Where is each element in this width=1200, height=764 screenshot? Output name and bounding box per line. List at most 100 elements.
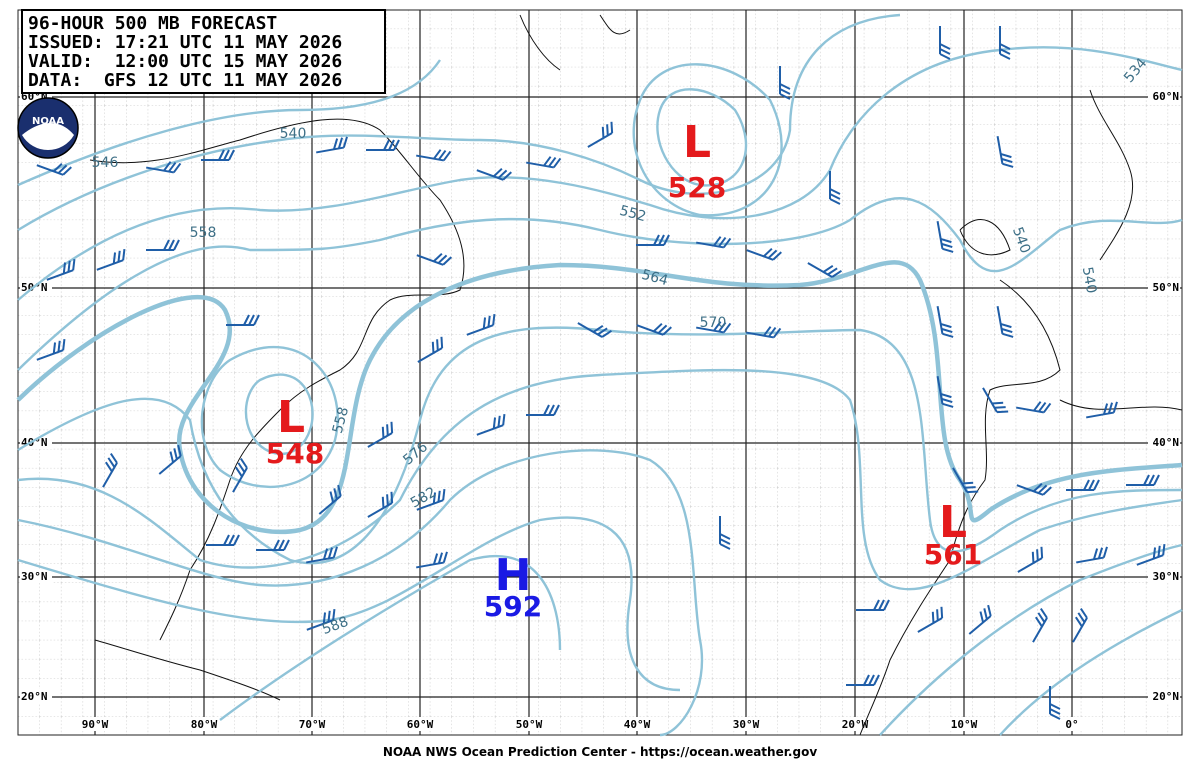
barb-feather: [1153, 474, 1160, 486]
barb-feather: [991, 401, 1004, 405]
barb-feather: [433, 252, 443, 263]
barb-feather: [67, 260, 71, 273]
barb-feather: [112, 252, 117, 264]
barb-feather: [878, 599, 885, 611]
wind-barb: [1126, 474, 1160, 486]
header-line: 96-HOUR 500 MB FORECAST: [28, 13, 277, 34]
wind-barb: [636, 322, 672, 336]
wind-barb: [526, 156, 562, 169]
latitude-label: 20°N: [1153, 690, 1180, 703]
wind-barb: [318, 484, 342, 515]
barb-feather: [329, 491, 335, 503]
barb-feather: [543, 404, 550, 416]
barb-feather: [1075, 616, 1083, 628]
barb-feather: [223, 149, 230, 161]
wind-barb: [476, 167, 512, 181]
barb-feather: [442, 488, 446, 501]
barb-feather: [1037, 612, 1046, 623]
barb-feather: [1040, 607, 1048, 619]
wind-barb: [316, 136, 348, 154]
barb-feather: [62, 262, 67, 274]
barb-feather: [173, 239, 180, 251]
barb-feather: [105, 461, 113, 473]
barb-feather: [592, 325, 604, 333]
barb-feather: [1143, 474, 1150, 486]
barb-feather: [1080, 607, 1088, 619]
longitude-label: 50°W: [516, 718, 543, 731]
longitude-label: 40°W: [624, 718, 651, 731]
barb-feather: [768, 326, 777, 338]
barb-feather: [987, 604, 992, 617]
wind-barb: [1016, 401, 1052, 414]
wind-barb: [206, 534, 240, 546]
barb-feather: [122, 248, 126, 261]
latitude-label: 20°N: [21, 690, 48, 703]
pressure-centers: L 528 L 548 L 561 H 592: [266, 117, 982, 623]
barb-feather: [772, 327, 782, 339]
barb-feather: [442, 551, 448, 563]
barb-feather: [322, 612, 327, 624]
wind-barb: [936, 306, 954, 338]
longitude-label: 10°W: [951, 718, 978, 731]
barb-feather: [941, 327, 953, 334]
wind-barb: [146, 161, 182, 174]
longitude-label: 0°: [1065, 718, 1078, 731]
barb-feather: [863, 674, 870, 686]
wind-barb: [102, 452, 118, 488]
contour-label: 552: [618, 203, 648, 225]
wind-barb: [856, 599, 890, 611]
barb-feather: [1035, 616, 1043, 628]
barb-feather: [779, 93, 791, 100]
barb-feather: [393, 139, 400, 151]
barb-feather: [763, 247, 773, 258]
barb-feather: [383, 139, 390, 151]
barb-feather: [283, 539, 290, 551]
wind-barb: [416, 551, 448, 569]
label-bg: [729, 717, 763, 731]
longitude-label: 30°W: [733, 718, 760, 731]
label-bg: [1148, 689, 1180, 703]
label-bg: [187, 717, 221, 731]
longitude-label: 60°W: [407, 718, 434, 731]
barb-feather: [961, 481, 974, 485]
barb-feather: [237, 462, 246, 473]
barb-feather: [939, 53, 951, 60]
barb-feather: [327, 547, 334, 559]
barb-feather: [248, 314, 255, 326]
wind-barb: [256, 539, 290, 551]
barb-feather: [228, 534, 235, 546]
barb-feather: [1040, 546, 1044, 559]
barb-feather: [940, 237, 952, 244]
barb-feather: [940, 392, 952, 399]
wind-barb: [829, 171, 841, 205]
barb-feather: [337, 484, 342, 497]
barb-feather: [964, 486, 976, 489]
wind-barb: [982, 387, 1009, 414]
barb-feather: [606, 124, 609, 136]
wind-barb: [367, 491, 394, 518]
wind-barb: [306, 546, 338, 564]
barb-feather: [601, 330, 613, 338]
barb-feather: [1162, 543, 1166, 556]
barb-feather: [873, 599, 880, 611]
wind-barb: [96, 248, 126, 271]
barb-feather: [492, 417, 497, 429]
contour-label: 570: [700, 315, 727, 331]
barb-feather: [163, 161, 172, 172]
wind-barb: [936, 376, 954, 408]
barb-feather: [243, 314, 250, 326]
major-grid: 60°N 60°N50°N 50°N40°N 40°N30°N 30°N20°N 20°N…: [18, 10, 1182, 735]
header-frame: [21, 9, 386, 94]
barb-feather: [493, 167, 503, 178]
wind-barb: [201, 149, 235, 161]
barb-feather: [228, 149, 235, 161]
center-value: 548: [266, 437, 324, 470]
label-bg: [20, 569, 52, 583]
barb-feather: [497, 169, 508, 179]
barb-feather: [1102, 403, 1109, 415]
barb-feather: [322, 548, 329, 560]
barb-feather: [763, 326, 772, 337]
barb-feather: [653, 234, 660, 246]
barb-feather: [381, 426, 385, 439]
barb-feather: [327, 610, 331, 623]
